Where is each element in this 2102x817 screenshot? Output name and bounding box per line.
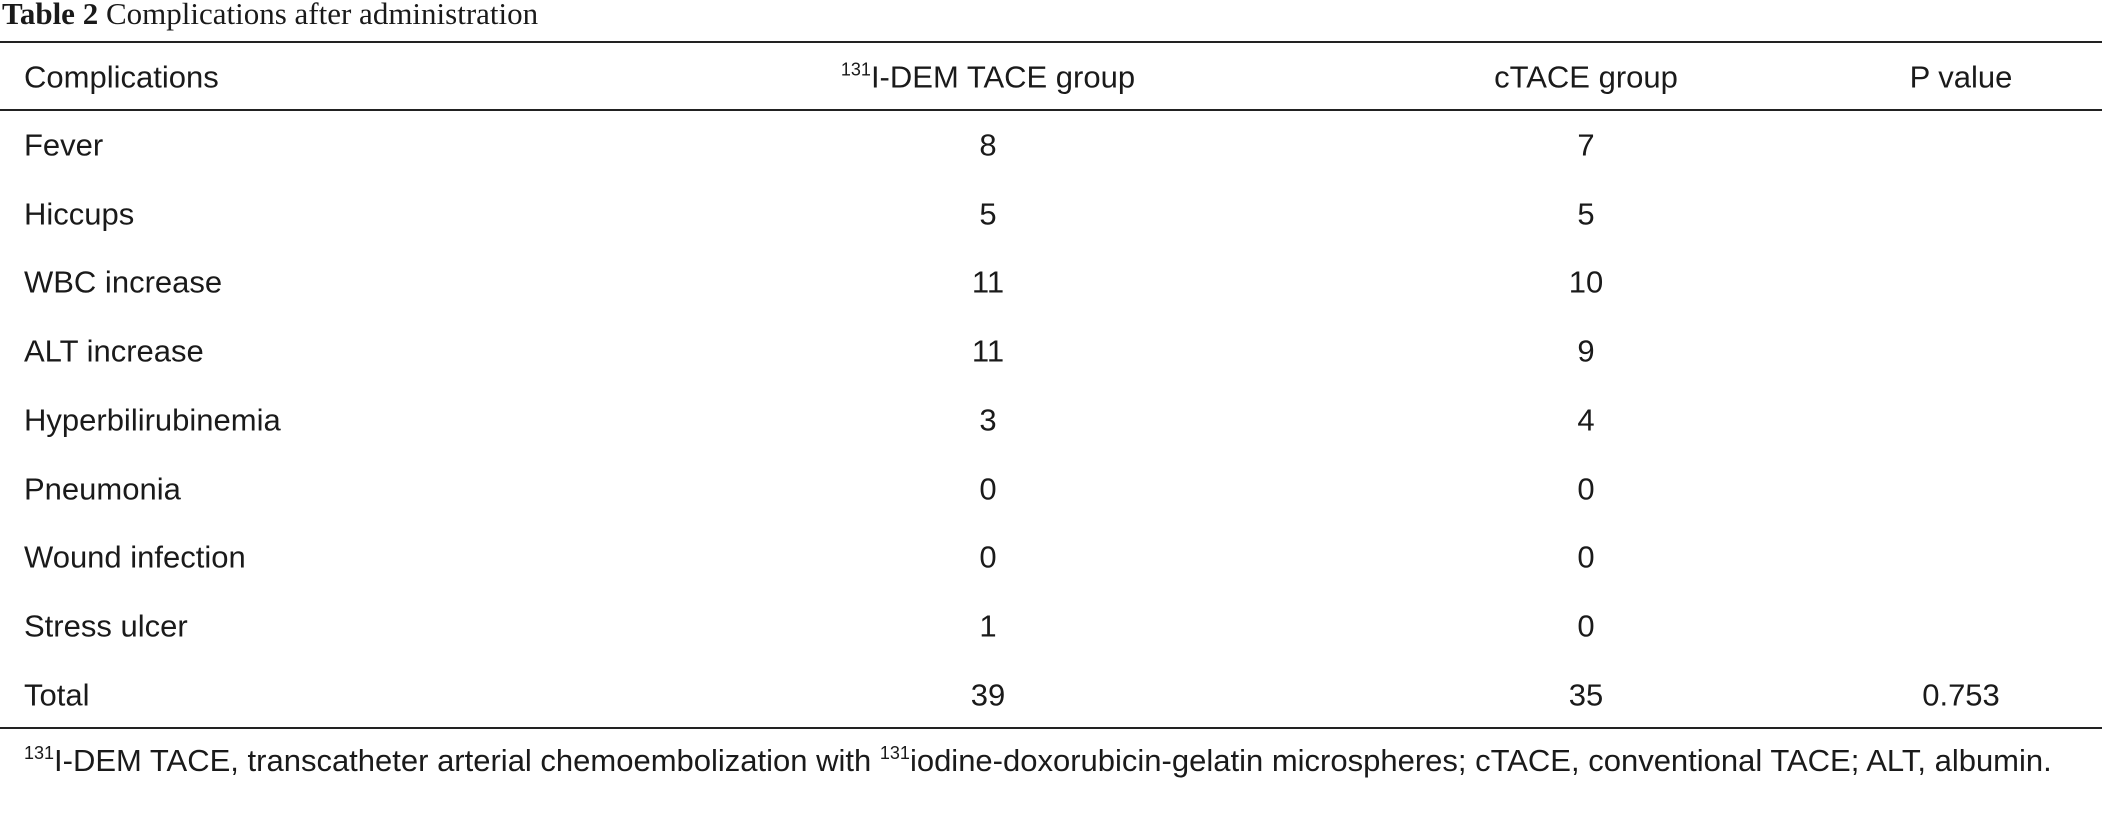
superscript: 131 <box>840 59 871 80</box>
footnote-text: iodine-doxorubicin-gelatin microspheres;… <box>909 743 2052 778</box>
table-cell: 0.753 <box>1922 677 2000 713</box>
top-rule <box>0 41 2102 43</box>
table-cell: 35 <box>1568 677 1604 713</box>
table-cell: 4 <box>1577 402 1595 438</box>
row-label: Total <box>24 677 90 713</box>
row-label: Pneumonia <box>24 471 181 506</box>
table-cell: 39 <box>970 677 1006 713</box>
bottom-rule <box>0 727 2102 729</box>
header-cell: 131I-DEM TACE group <box>840 59 1136 95</box>
table-cell: 0 <box>979 471 997 506</box>
footnote-text: I-DEM TACE, transcatheter arterial chemo… <box>54 743 880 778</box>
superscript: 131 <box>879 743 910 763</box>
header-cell: Complications <box>24 59 219 95</box>
table-cell: 5 <box>1577 196 1595 232</box>
row-label: WBC increase <box>24 264 223 300</box>
row-label: Fever <box>24 127 104 163</box>
table-cell: 11 <box>971 264 1005 300</box>
table-cell: 9 <box>1577 333 1595 369</box>
row-label: Hyperbilirubinemia <box>24 402 281 438</box>
table-label: Table 2 <box>2 0 99 31</box>
table-caption: Complications after administration <box>105 0 539 31</box>
header-cell: cTACE group <box>1494 59 1678 95</box>
row-label: ALT increase <box>24 333 204 369</box>
table-cell: 0 <box>979 539 997 575</box>
table-cell: 3 <box>979 402 997 438</box>
table-cell: 7 <box>1577 127 1595 163</box>
table-cell: 0 <box>1577 539 1595 575</box>
table-cell: 5 <box>979 196 997 232</box>
table-cell: 0 <box>1577 471 1595 506</box>
table-cell: 0 <box>1577 608 1595 644</box>
table-cell: 8 <box>979 127 997 163</box>
table-title: Table 2 Complications after administrati… <box>2 0 538 32</box>
superscript: 131 <box>24 743 55 763</box>
table-cell: 10 <box>1568 264 1604 300</box>
cell-text: I-DEM TACE group <box>870 59 1136 95</box>
table-cell: 11 <box>971 333 1005 369</box>
row-label: Wound infection <box>24 539 246 575</box>
table-cell: 1 <box>979 608 997 644</box>
row-label: Stress ulcer <box>24 608 188 644</box>
footnote: 131I-DEM TACE, transcatheter arterial ch… <box>24 738 2094 783</box>
header-rule <box>0 109 2102 111</box>
row-label: Hiccups <box>24 196 135 232</box>
header-cell: P value <box>1909 59 2013 95</box>
